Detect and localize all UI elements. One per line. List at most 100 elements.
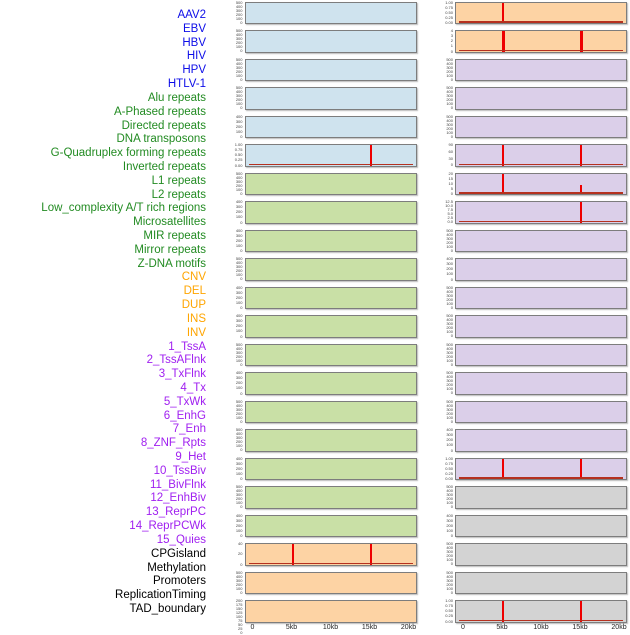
left-panel-21-y-axis-ticks: 500 400 300 200 100 0 bbox=[219, 570, 243, 596]
track-label-14-reprpcwk: 14_ReprPCWk bbox=[129, 520, 206, 533]
right-panel-8-y-axis-ticks: 12.5 10.0 7.5 5.0 2.5 0.0 bbox=[429, 200, 453, 225]
y-tick-label: 0 bbox=[450, 418, 453, 424]
left-panel-12-y-axis-ticks: 400 300 200 100 0 bbox=[219, 314, 243, 339]
left-panel-22 bbox=[244, 600, 417, 623]
y-tick-label: 200 bbox=[235, 465, 243, 471]
y-tick-label: 0 bbox=[240, 476, 243, 481]
right-panel-9-y-axis-ticks: 500 400 300 200 100 0 bbox=[429, 227, 453, 254]
y-tick-label: 200 bbox=[235, 410, 243, 416]
y-tick-label: 100 bbox=[446, 585, 453, 591]
y-tick-label: 100 bbox=[235, 15, 243, 21]
red-marker-line-5kb bbox=[501, 31, 505, 52]
red-marker-line-15kb bbox=[579, 31, 583, 52]
left-panel-20 bbox=[244, 543, 417, 566]
y-tick-label: 100 bbox=[235, 328, 243, 334]
left-panel-20-y-axis-ticks: 40 20 0 bbox=[219, 542, 243, 567]
left-panel-16 bbox=[244, 429, 417, 452]
y-tick-label: 200 bbox=[446, 496, 453, 502]
y-tick-label: 0 bbox=[450, 133, 453, 139]
y-tick-label: 300 bbox=[235, 460, 243, 466]
left-panel-5 bbox=[244, 115, 417, 138]
track-label-1-tssa: 1_TssA bbox=[168, 340, 206, 353]
y-tick-label: 300 bbox=[235, 178, 243, 184]
y-tick-label: 400 bbox=[235, 260, 243, 266]
y-tick-label: 100 bbox=[446, 386, 453, 392]
y-tick-label: 200 bbox=[235, 11, 243, 17]
y-tick-label: 75 bbox=[238, 618, 243, 623]
y-tick-label: 200 bbox=[235, 353, 243, 359]
right-panel-1-y-axis-ticks: 1.00 0.75 0.50 0.25 0.00 bbox=[429, 0, 453, 26]
track-label-l1-repeats: L1 repeats bbox=[151, 174, 206, 187]
y-tick-label: 200 bbox=[446, 437, 453, 443]
y-tick-label: 30 bbox=[448, 155, 453, 161]
left-panel-6 bbox=[244, 144, 417, 167]
red-baseline bbox=[459, 163, 623, 165]
y-tick-label: 0.25 bbox=[234, 157, 243, 163]
right-panel-7 bbox=[455, 172, 627, 195]
track-label-10-tssbiv: 10_TssBiv bbox=[153, 464, 206, 477]
y-tick-label: 0.25 bbox=[445, 14, 453, 20]
right-panel-4-y-axis-ticks: 500 400 300 200 100 0 bbox=[429, 86, 453, 111]
red-marker-line-5kb bbox=[291, 544, 294, 565]
y-tick-label: 500 bbox=[446, 541, 453, 546]
right-panel-2 bbox=[455, 30, 627, 53]
y-tick-label: 500 bbox=[446, 227, 453, 233]
y-tick-label: 20 bbox=[238, 551, 243, 557]
y-tick-label: 100 bbox=[235, 527, 243, 533]
y-tick-label: 100 bbox=[235, 585, 243, 591]
y-tick-label: 200 bbox=[235, 598, 243, 603]
right-panel-6 bbox=[455, 144, 627, 167]
y-tick-label: 400 bbox=[235, 227, 243, 233]
left-panel-19 bbox=[244, 514, 417, 537]
left-panel-8 bbox=[244, 201, 417, 224]
y-tick-label: 200 bbox=[235, 68, 243, 74]
y-tick-label: 400 bbox=[235, 3, 243, 9]
y-tick-label: 150 bbox=[235, 606, 243, 611]
y-tick-label: 0.00 bbox=[445, 20, 453, 25]
y-tick-label: 0 bbox=[450, 533, 453, 538]
x-tick-label-0: 0 bbox=[250, 624, 255, 631]
right-panel-18-y-axis-ticks: 500 400 300 200 100 0 bbox=[429, 485, 453, 510]
y-tick-label: 500 bbox=[235, 256, 243, 261]
y-tick-label: 100 bbox=[446, 527, 453, 533]
y-tick-label: 0 bbox=[450, 105, 453, 111]
right-panel-14-y-axis-ticks: 500 400 300 200 100 0 bbox=[429, 371, 453, 396]
left-panel-7 bbox=[244, 172, 417, 195]
y-tick-label: 1 bbox=[450, 43, 453, 49]
left-panel-18-y-axis-ticks: 500 400 300 200 100 0 bbox=[219, 485, 243, 510]
y-tick-label: 300 bbox=[446, 406, 453, 412]
y-tick-label: 200 bbox=[235, 182, 243, 188]
track-label-cnv: CNV bbox=[181, 271, 206, 284]
y-tick-label: 0 bbox=[240, 418, 243, 424]
y-tick-label: 5 bbox=[450, 185, 453, 191]
y-tick-label: 2 bbox=[450, 38, 453, 44]
red-marker-line-15kb bbox=[580, 601, 582, 622]
y-tick-label: 100 bbox=[446, 357, 453, 363]
track-label-methylation: Methylation bbox=[147, 561, 206, 574]
y-tick-label: 200 bbox=[235, 323, 243, 329]
right-panel-5-y-axis-ticks: 500 400 300 200 100 0 bbox=[429, 114, 453, 140]
track-label-alu-repeats: Alu repeats bbox=[147, 91, 206, 104]
y-tick-label: 500 bbox=[235, 0, 243, 5]
track-label-2-tssaflnk: 2_TssAFlnk bbox=[146, 354, 206, 367]
x-tick-label-15kb: 15kb bbox=[572, 624, 588, 631]
y-tick-label: 100 bbox=[446, 101, 453, 107]
y-tick-label: 100 bbox=[235, 299, 243, 305]
y-tick-label: 175 bbox=[235, 602, 243, 607]
y-tick-label: 0 bbox=[240, 48, 243, 54]
right-panel-3 bbox=[455, 58, 627, 81]
left-panel-9 bbox=[244, 229, 417, 252]
right-panel-1 bbox=[455, 1, 627, 24]
y-tick-label: 0 bbox=[240, 134, 243, 139]
y-tick-label: 100 bbox=[235, 414, 243, 420]
left-panel-15-y-axis-ticks: 500 400 300 200 100 0 bbox=[219, 399, 243, 425]
y-tick-label: 400 bbox=[446, 256, 453, 261]
right-panel-13-y-axis-ticks: 500 400 300 200 100 0 bbox=[429, 342, 453, 368]
track-label-3-txflnk: 3_TxFlnk bbox=[158, 368, 206, 381]
y-tick-label: 300 bbox=[446, 492, 453, 498]
y-tick-label: 400 bbox=[235, 488, 243, 494]
y-tick-label: 200 bbox=[446, 239, 453, 245]
y-tick-label: 400 bbox=[446, 117, 453, 123]
track-label-cpgisland: CPGisland bbox=[151, 547, 206, 560]
y-tick-label: 500 bbox=[446, 284, 453, 290]
